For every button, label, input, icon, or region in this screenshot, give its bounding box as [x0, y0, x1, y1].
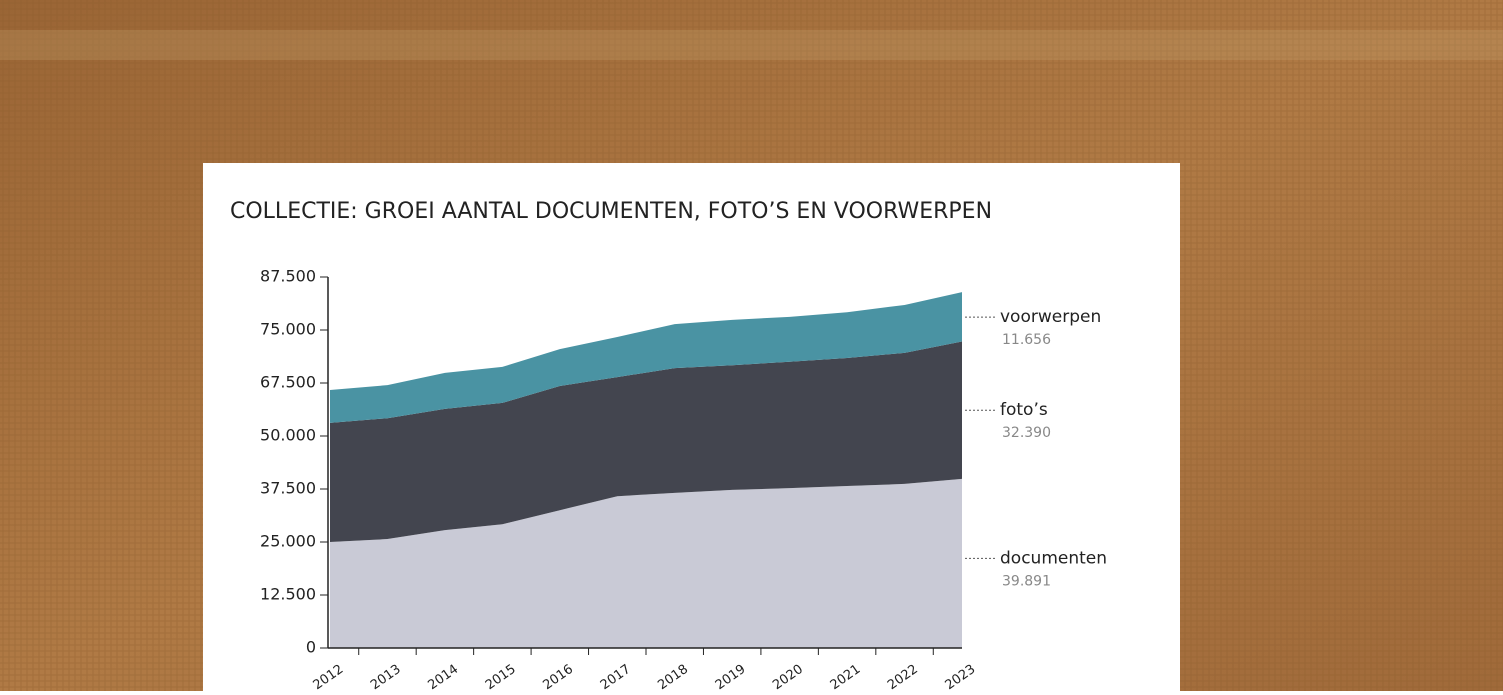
legend-label: voorwerpen [1000, 307, 1101, 327]
value-label: 39.891 [1002, 573, 1051, 589]
y-tick-label: 67.500 [260, 373, 316, 392]
y-tick-label: 75.000 [260, 320, 316, 339]
chart-title: COLLECTIE: GROEI AANTAL DOCUMENTEN, FOTO… [230, 199, 992, 224]
value-label: 32.390 [1002, 425, 1051, 441]
y-tick-label: 50.000 [260, 426, 316, 445]
y-tick-label: 87.500 [260, 267, 316, 286]
y-tick-label: 12.500 [260, 585, 316, 604]
legend-label: foto’s [1000, 400, 1048, 420]
page: COLLECTIE: GROEI AANTAL DOCUMENTEN, FOTO… [0, 0, 1503, 691]
y-tick-label: 37.500 [260, 479, 316, 498]
y-tick-label: 25.000 [260, 532, 316, 551]
y-tick-label: 0 [306, 638, 316, 657]
chart: COLLECTIE: GROEI AANTAL DOCUMENTEN, FOTO… [0, 0, 1503, 691]
legend-label: documenten [1000, 548, 1107, 568]
value-label: 11.656 [1002, 332, 1051, 348]
embroidery-band [0, 30, 1503, 60]
